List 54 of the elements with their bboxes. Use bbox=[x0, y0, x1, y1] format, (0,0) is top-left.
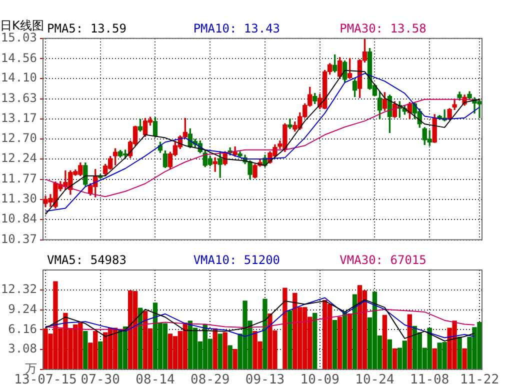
bar bbox=[432, 348, 437, 370]
bar bbox=[312, 312, 318, 370]
x-tick-label: 11-22 bbox=[460, 372, 500, 388]
chart-title: 日K线图 bbox=[0, 18, 44, 32]
y-tick-label: 13.17 bbox=[0, 110, 37, 125]
y-tick-label: 11.30 bbox=[0, 192, 37, 206]
bar bbox=[407, 314, 412, 370]
text: PMA10: 13.43 bbox=[193, 22, 280, 36]
x-tick-label: 08-29 bbox=[190, 372, 230, 388]
y-tick-label: 6.16 bbox=[8, 322, 37, 336]
x-tick-label: 09-13 bbox=[245, 372, 285, 388]
bar bbox=[222, 332, 228, 370]
bar bbox=[218, 334, 222, 370]
y-tick-label: 10.37 bbox=[0, 232, 37, 246]
y-tick-label: 10.84 bbox=[0, 212, 37, 226]
bar bbox=[288, 310, 292, 370]
x-tick-label: 08-14 bbox=[136, 372, 175, 388]
y-tick-label: 13.63 bbox=[0, 91, 37, 106]
bar bbox=[332, 320, 338, 370]
y-tick-label: 14.56 bbox=[0, 50, 37, 65]
x-tick-label: 10-24 bbox=[355, 372, 394, 388]
x-tick-label: 11-08 bbox=[410, 372, 450, 388]
bar bbox=[212, 328, 218, 370]
text: VMA5: 54983 bbox=[47, 253, 126, 268]
bar bbox=[138, 308, 143, 370]
y-tick-label: 12.32 bbox=[0, 282, 37, 296]
y-tick-label: 12.24 bbox=[0, 151, 37, 166]
y-tick-label: 15.03 bbox=[0, 30, 37, 45]
bar bbox=[387, 339, 392, 370]
bar bbox=[347, 314, 352, 370]
x-tick-label: 07-30 bbox=[80, 372, 120, 388]
bar bbox=[262, 298, 268, 370]
bar bbox=[457, 336, 462, 370]
bar bbox=[228, 345, 232, 370]
text: PMA30: 13.58 bbox=[340, 22, 426, 36]
y-tick-label: 12.70 bbox=[0, 131, 37, 146]
y-tick-label: 9.24 bbox=[8, 302, 37, 316]
bar bbox=[98, 341, 103, 370]
x-tick-label: 10-09 bbox=[300, 372, 340, 388]
bar bbox=[382, 314, 388, 370]
bar bbox=[83, 330, 88, 370]
y-tick-label: 3.08 bbox=[8, 342, 37, 356]
text: VMA10: 51200 bbox=[193, 253, 280, 268]
text: PMA5: 13.59 bbox=[47, 22, 126, 36]
y-tick-label: 11.77 bbox=[0, 171, 37, 186]
bar bbox=[337, 316, 342, 370]
bar bbox=[282, 288, 288, 370]
bar bbox=[232, 349, 238, 370]
text: VMA30: 67015 bbox=[340, 253, 426, 268]
y-tick-label: 14.10 bbox=[0, 70, 37, 85]
bar bbox=[342, 312, 348, 370]
bar bbox=[392, 348, 398, 370]
bar bbox=[462, 348, 467, 370]
bar bbox=[352, 294, 358, 370]
